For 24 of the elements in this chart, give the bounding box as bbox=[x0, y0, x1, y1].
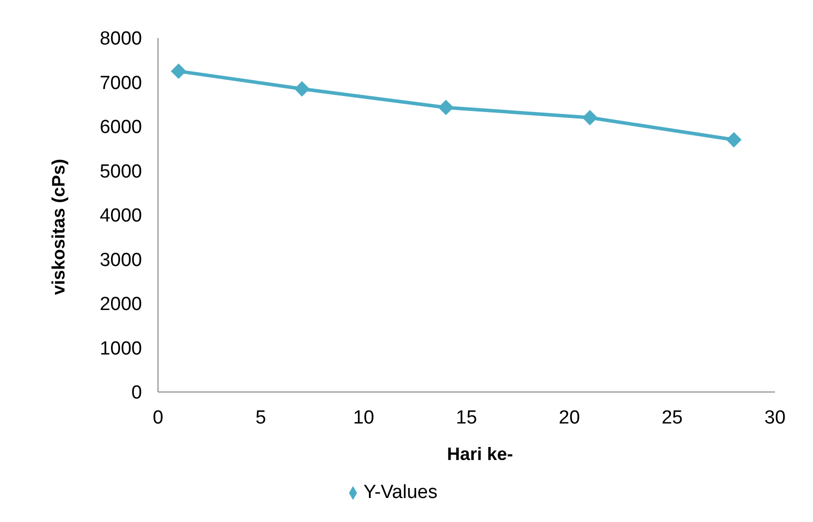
y-tick-label: 7000 bbox=[100, 72, 142, 94]
point bbox=[294, 81, 310, 96]
point bbox=[171, 64, 186, 79]
x-tick-label: 10 bbox=[353, 407, 374, 428]
x-axis-title: Hari ke- bbox=[446, 444, 513, 464]
x-tick-label: 15 bbox=[456, 407, 478, 428]
y-tick-label: 8000 bbox=[100, 28, 142, 50]
x-tick-label: 20 bbox=[558, 407, 580, 428]
y-tick-label: 0 bbox=[131, 382, 142, 404]
y-tick-label: 3000 bbox=[100, 250, 142, 271]
point bbox=[438, 100, 454, 115]
x-tick-label: 30 bbox=[764, 407, 786, 428]
x-tick-label: 25 bbox=[662, 407, 683, 428]
y-tick-label: 4000 bbox=[100, 206, 142, 227]
point bbox=[726, 132, 742, 148]
y-axis-title: viskositas (cPs) bbox=[48, 158, 68, 295]
point bbox=[582, 110, 598, 126]
y-tick-label: 6000 bbox=[100, 117, 142, 138]
x-tick-label: 0 bbox=[152, 407, 164, 428]
y-tick-label: 5000 bbox=[100, 161, 142, 182]
y-tick-label: 1000 bbox=[100, 338, 142, 360]
y-tick-label: 2000 bbox=[100, 294, 142, 316]
x-tick-label: 5 bbox=[256, 407, 266, 428]
legend-label: Y-Values bbox=[364, 482, 438, 503]
